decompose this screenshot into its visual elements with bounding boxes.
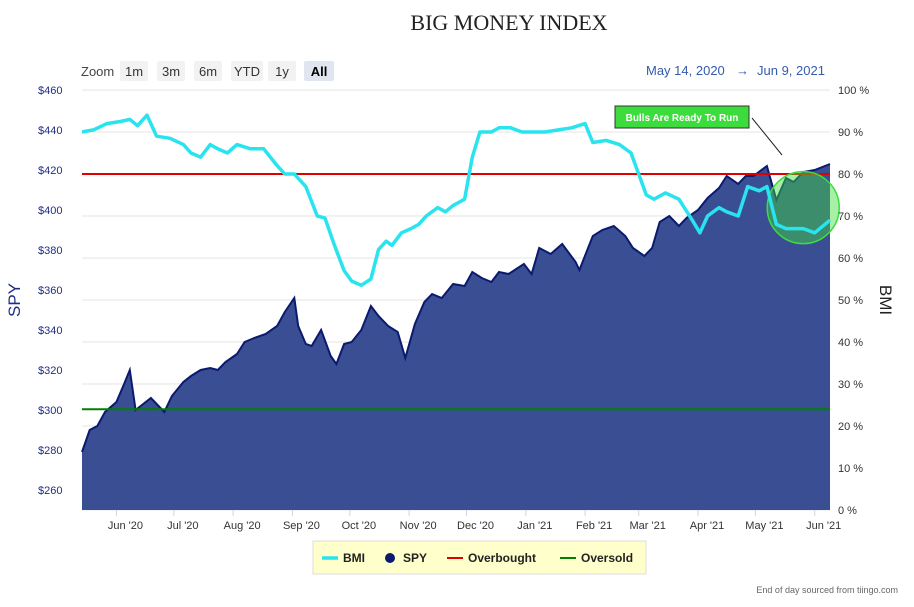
- legend: BMI SPY Overbought Oversold: [312, 540, 647, 575]
- zoom-button-label: All: [311, 64, 328, 79]
- credit-text[interactable]: End of day sourced from tiingo.com: [756, 585, 898, 595]
- x-tick-label: Feb '21: [576, 520, 612, 532]
- legend-marker: [385, 553, 395, 563]
- y-left-tick-label: $320: [38, 365, 62, 377]
- x-axis-ticks: Jun '20 Jul '20 Aug '20 Sep '20 Oct '20 Nov '…: [108, 510, 841, 532]
- annotation-box: [614, 105, 750, 129]
- zoom-button-label: 3m: [162, 64, 180, 79]
- legend-item-oversold[interactable]: Oversold: [560, 551, 633, 565]
- legend-item-spy[interactable]: SPY: [385, 551, 427, 565]
- spy-line: [81, 163, 831, 453]
- y-right-tick-label: 20 %: [838, 421, 863, 433]
- x-tick-label: Jun '20: [108, 520, 143, 532]
- y-right-tick-label: 30 %: [838, 379, 863, 391]
- x-tick-label: Apr '21: [690, 520, 725, 532]
- legend-label: Overbought: [468, 551, 536, 565]
- legend-item-overbought[interactable]: Overbought: [447, 551, 536, 565]
- x-tick-label: May '21: [745, 520, 783, 532]
- y-right-tick-label: 80 %: [838, 169, 863, 181]
- annotation-connector: [751, 117, 783, 156]
- y-left-tick-label: $420: [38, 165, 62, 177]
- x-tick-label: Dec '20: [457, 520, 494, 532]
- y-axis-right-ticks: 0 % 10 % 20 % 30 % 40 % 50 % 60 % 70 % 80 % 90 % 1…: [838, 85, 869, 517]
- zoom-button-label: YTD: [234, 64, 260, 79]
- y-right-tick-label: 70 %: [838, 211, 863, 223]
- zoom-button-3m[interactable]: 3m: [157, 61, 185, 81]
- x-tick-label: Jun '21: [806, 520, 841, 532]
- spy-area: [82, 164, 830, 510]
- y-left-tick-label: $360: [38, 285, 62, 297]
- y-right-tick-label: 40 %: [838, 337, 863, 349]
- legend-label: Oversold: [581, 551, 633, 565]
- y-left-tick-label: $440: [38, 125, 62, 137]
- x-tick-label: Aug '20: [224, 520, 261, 532]
- annotation-label: Bulls Are Ready To Run: [626, 113, 739, 124]
- bmi-line: [81, 113, 832, 288]
- zoom-button-1y[interactable]: 1y: [268, 61, 296, 81]
- zoom-button-label: 1y: [275, 64, 289, 79]
- date-range-to[interactable]: Jun 9, 2021: [757, 63, 825, 78]
- zoom-button-all[interactable]: All: [304, 61, 334, 81]
- legend-label: BMI: [343, 551, 365, 565]
- y-left-tick-label: $460: [38, 85, 62, 97]
- y-left-tick-label: $260: [38, 485, 62, 497]
- zoom-button-6m[interactable]: 6m: [194, 61, 222, 81]
- y-left-tick-label: $300: [38, 405, 62, 417]
- y-left-tick-label: $280: [38, 445, 62, 457]
- legend-label: SPY: [403, 551, 427, 565]
- legend-box: [312, 540, 647, 575]
- zoom-button-label: 1m: [125, 64, 143, 79]
- y-left-tick-label: $400: [38, 205, 62, 217]
- x-tick-label: Oct '20: [342, 520, 377, 532]
- x-tick-label: Jan '21: [517, 520, 552, 532]
- spy-area-group: [81, 163, 831, 510]
- x-tick-label: Sep '20: [283, 520, 320, 532]
- y-right-tick-label: 50 %: [838, 295, 863, 307]
- x-tick-label: Nov '20: [400, 520, 437, 532]
- bmi-line-group: [81, 113, 832, 288]
- y-right-tick-label: 10 %: [838, 463, 863, 475]
- y-axis-left-title: SPY: [5, 283, 24, 317]
- x-tick-label: Jul '20: [167, 520, 198, 532]
- y-right-tick-label: 90 %: [838, 127, 863, 139]
- legend-item-bmi[interactable]: BMI: [322, 551, 365, 565]
- zoom-button-ytd[interactable]: YTD: [231, 61, 263, 81]
- chart-title: BIG MONEY INDEX: [410, 10, 607, 35]
- y-axis-left-ticks: $260 $280 $300 $320 $340 $360 $380 $400 $420 $440…: [38, 85, 62, 497]
- annotation-highlight-circle: [766, 170, 840, 245]
- date-range-from[interactable]: May 14, 2020: [646, 63, 725, 78]
- zoom-button-1m[interactable]: 1m: [120, 61, 148, 81]
- y-right-tick-label: 100 %: [838, 85, 869, 97]
- y-right-tick-label: 0 %: [838, 505, 857, 517]
- date-range-arrow: →: [736, 63, 749, 78]
- zoom-label: Zoom: [81, 64, 114, 79]
- threshold-lines: [82, 173, 830, 411]
- y-left-tick-label: $340: [38, 325, 62, 337]
- zoom-button-label: 6m: [199, 64, 217, 79]
- zoom-button-group: 1m 3m 6m YTD 1y All: [120, 61, 334, 81]
- y-axis-right-title: BMI: [876, 285, 895, 315]
- x-tick-label: Mar '21: [630, 520, 666, 532]
- y-left-tick-label: $380: [38, 245, 62, 257]
- y-right-tick-label: 60 %: [838, 253, 863, 265]
